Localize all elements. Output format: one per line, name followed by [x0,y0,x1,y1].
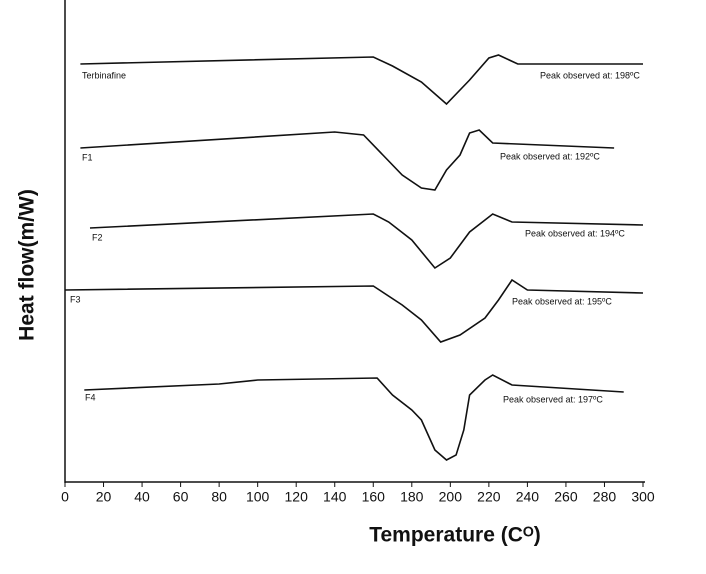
y-axis-label: Heat flow(m/W) [16,189,39,341]
peak-annotation: Peak observed at: 198ºC [540,70,640,80]
x-tick-label: 200 [439,489,463,505]
x-tick-label: 260 [554,489,578,505]
x-tick-label: 20 [96,489,112,505]
x-tick-label: 0 [61,489,69,505]
x-tick-label: 100 [246,489,270,505]
curve-label: F3 [70,294,81,304]
x-tick-label: 80 [211,489,227,505]
peak-annotation: Peak observed at: 197ºC [503,394,603,404]
curve [80,54,643,106]
x-tick-label: 280 [593,489,617,505]
x-tick-label: 140 [323,489,347,505]
curve [80,129,615,191]
x-axis-label: Temperature (Cᴼ) [369,524,541,547]
x-tick-label: 40 [134,489,150,505]
curve-label: Terbinafine [82,70,126,80]
x-tick-label: 180 [400,489,424,505]
x-tick-label: 300 [631,489,655,505]
curve-label: F1 [82,152,93,162]
peak-annotation: Peak observed at: 194ºC [525,228,625,238]
curve [64,278,644,343]
curve [89,213,644,270]
peak-annotation: Peak observed at: 195ºC [512,296,612,306]
x-tick-label: 120 [285,489,309,505]
x-tick-label: 160 [362,489,386,505]
x-tick-label: 220 [477,489,501,505]
curve-label: F2 [92,232,103,242]
x-tick-label: 60 [173,489,189,505]
curve [84,374,624,461]
curve-label: F4 [85,392,96,402]
x-tick-label: 240 [516,489,540,505]
peak-annotation: Peak observed at: 192ºC [500,151,600,161]
